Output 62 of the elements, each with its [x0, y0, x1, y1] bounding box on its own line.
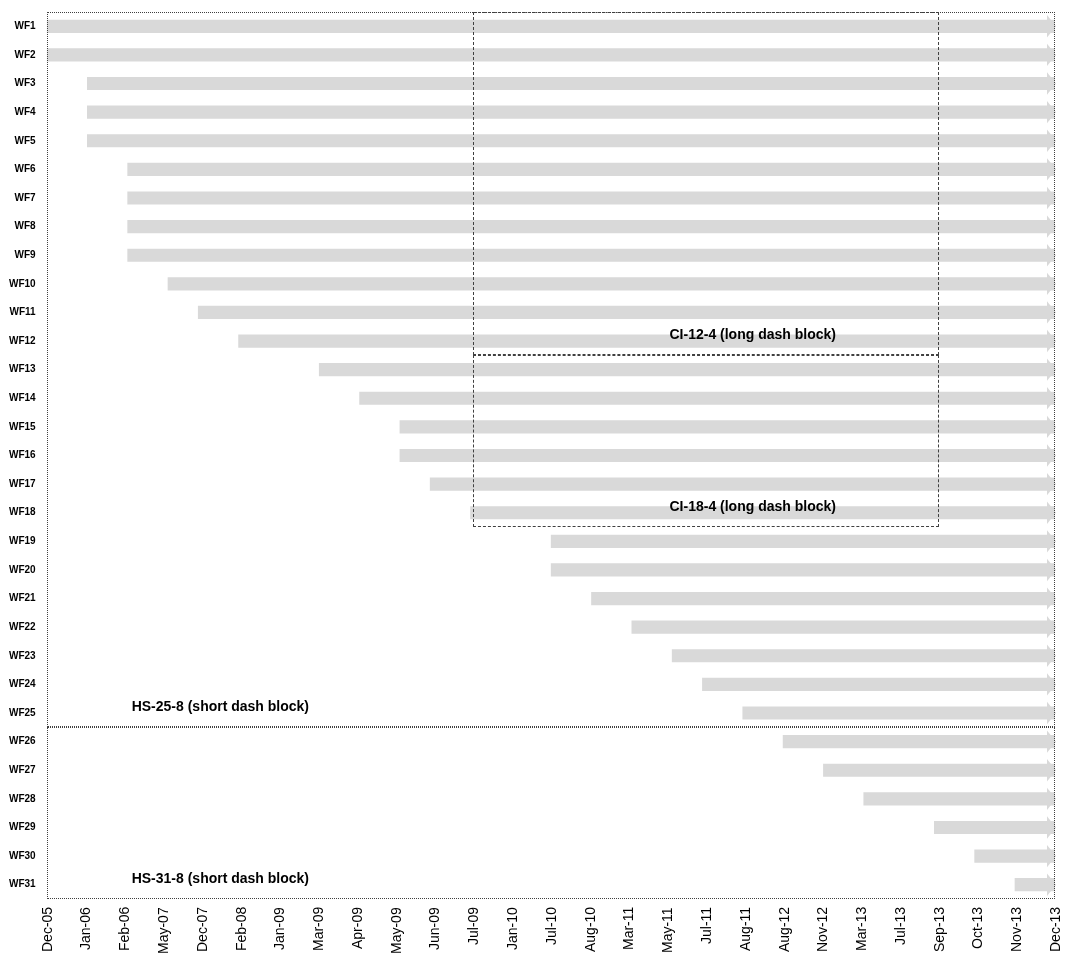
y-tick-label: WF9 [14, 248, 37, 260]
y-tick-label: WF10 [9, 277, 37, 289]
text: Nov-13 [1008, 906, 1025, 952]
y-tick-label: WF27 [9, 763, 37, 775]
y-tick-label: WF25 [9, 706, 37, 718]
y-tick-label: WF28 [9, 792, 37, 804]
y-tick-label: WF15 [9, 420, 37, 432]
y-tick-label: WF3 [14, 77, 37, 89]
y-tick-label: WF23 [9, 649, 37, 661]
y-tick-label: WF16 [9, 449, 37, 461]
y-tick-label: WF29 [9, 821, 37, 833]
y-tick-label: WF26 [9, 735, 37, 747]
text: Dec-13 [1047, 906, 1063, 952]
y-tick-label: WF5 [14, 134, 37, 146]
text: Mar-09 [310, 906, 327, 951]
text: May-11 [659, 907, 676, 953]
y-tick-label: WF17 [9, 477, 37, 489]
text: Jul-10 [542, 906, 559, 945]
annotation: HS-31-8 (short dash block) [131, 869, 310, 886]
text: Oct-13 [969, 906, 986, 949]
text: Jun-09 [426, 907, 443, 950]
text: Dec-05 [38, 906, 55, 952]
y-tick-label: WF11 [9, 306, 37, 318]
y-tick-label: WF6 [14, 163, 37, 175]
text: Jan-06 [77, 907, 94, 950]
annotation: HS-25-8 (short dash block) [131, 697, 310, 714]
text: Nov-12 [814, 906, 831, 952]
y-tick-label: WF1 [14, 20, 37, 32]
text: Sep-13 [930, 906, 947, 952]
y-tick-label: WF7 [14, 191, 37, 203]
y-tick-label: WF20 [9, 563, 37, 575]
y-tick-label: WF19 [9, 535, 37, 547]
text: May-09 [387, 907, 404, 954]
annotation: CI-12-4 (long dash block) [669, 325, 836, 342]
y-tick-label: WF8 [14, 220, 37, 232]
text: Mar-11 [620, 906, 637, 950]
annotation: CI-18-4 (long dash block) [669, 497, 836, 514]
y-tick-label: WF31 [9, 878, 37, 890]
text: Apr-09 [348, 906, 365, 949]
text: Feb-08 [232, 906, 249, 951]
y-tick-label: WF14 [9, 392, 37, 404]
text: Jan-10 [504, 907, 521, 950]
y-tick-label: WF18 [9, 506, 37, 518]
y-tick-label: WF12 [9, 334, 37, 346]
y-tick-label: WF24 [9, 678, 37, 690]
text: Dec-07 [193, 906, 210, 952]
text: Feb-06 [116, 906, 133, 951]
y-tick-label: WF4 [14, 105, 37, 117]
text: Aug-12 [775, 906, 792, 952]
y-tick-label: WF2 [14, 48, 37, 60]
y-tick-label: WF21 [9, 592, 37, 604]
text: Jul-11 [697, 906, 714, 944]
text: May-07 [155, 907, 172, 954]
y-tick-label: WF30 [9, 849, 37, 861]
y-tick-label: WF13 [9, 363, 37, 375]
text: Aug-11 [736, 906, 753, 951]
text: Jul-13 [891, 906, 908, 945]
text: Jul-09 [465, 906, 482, 945]
text: Mar-13 [853, 906, 870, 951]
text: Aug-10 [581, 906, 598, 952]
y-tick-label: WF22 [9, 620, 37, 632]
text: Jan-09 [271, 907, 288, 950]
